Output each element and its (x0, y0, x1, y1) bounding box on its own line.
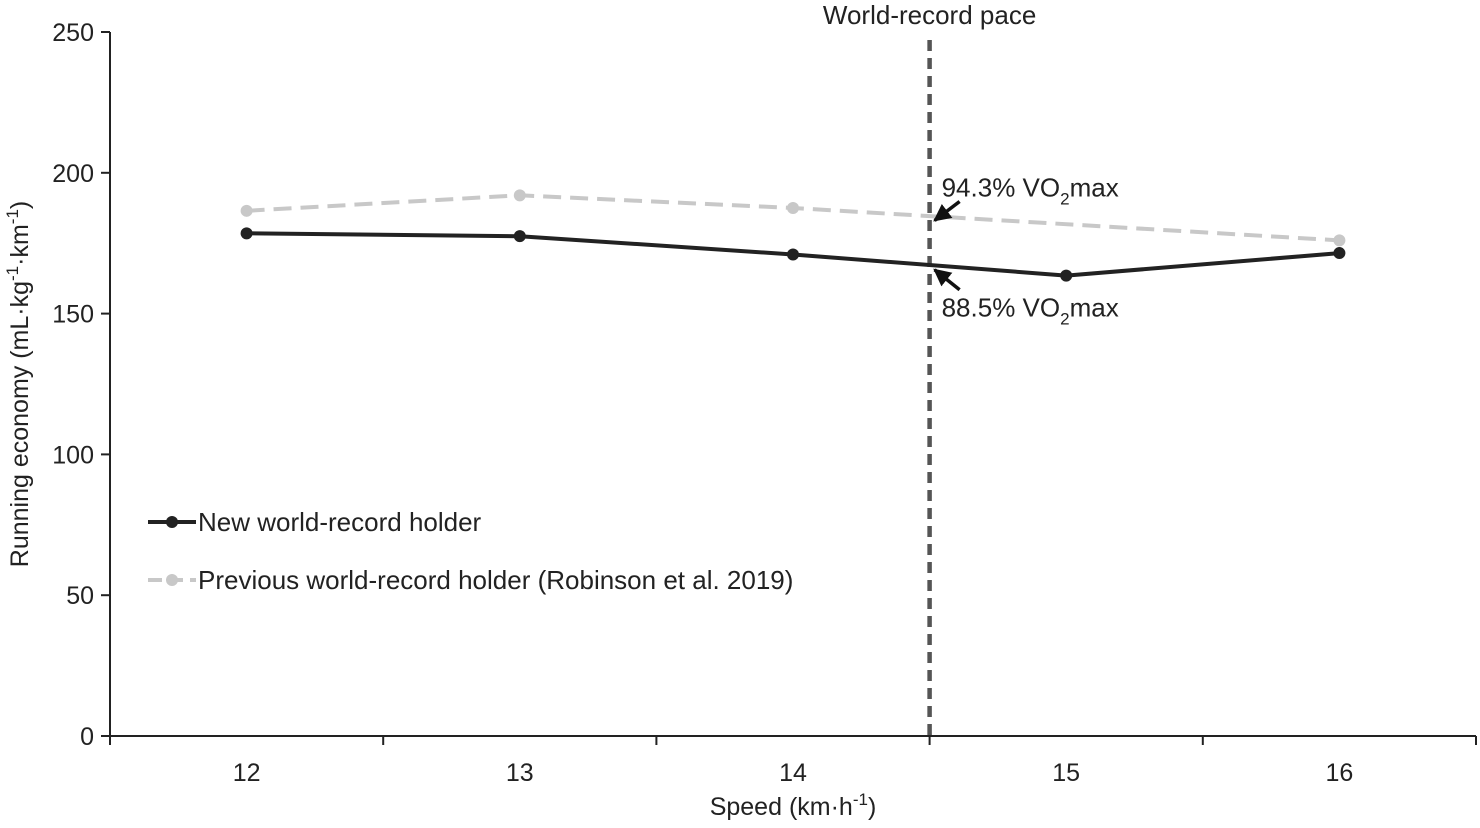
y-tick-label: 200 (52, 160, 94, 188)
annotation-top: 94.3% VO2max (942, 172, 1119, 208)
annotation-arrow-bottom (933, 268, 961, 292)
data-point-new-holder (1060, 269, 1073, 282)
series-line-previous-holder (246, 193, 1340, 243)
y-axis-title-part: ) (6, 201, 34, 209)
y-axis-title-part: ·km (6, 224, 34, 266)
data-point-previous-holder (240, 204, 253, 217)
y-tick-label: 100 (52, 441, 94, 469)
data-point-previous-holder (513, 189, 526, 202)
annotation-bottom-pre: 88.5% VO (942, 293, 1061, 323)
y-tick-label: 150 (52, 301, 94, 329)
legend-marker-new-holder (166, 516, 178, 528)
x-tick-label: 13 (506, 759, 534, 787)
x-tick-label: 16 (1325, 759, 1353, 787)
legend-label-previous-holder: Previous world-record holder (Robinson e… (198, 565, 793, 595)
x-tick-label: 15 (1052, 759, 1080, 787)
annotation-top-sub: 2 (1060, 189, 1069, 208)
data-point-new-holder (787, 248, 799, 261)
y-axis-title-sup: -1 (3, 209, 22, 224)
legend-marker-previous-holder (166, 574, 178, 586)
annotation-top-pre: 94.3% VO (942, 172, 1061, 202)
annotation-bottom: 88.5% VO2max (942, 293, 1119, 329)
data-point-new-holder (240, 227, 253, 240)
annotation-top-post: max (1070, 172, 1119, 202)
annotation-bottom-post: max (1070, 293, 1119, 323)
x-axis-title: Speed (km·h-1) (710, 790, 877, 821)
x-axis-title-end: ) (868, 793, 876, 821)
legend: New world-record holder Previous world-re… (148, 507, 793, 595)
x-tick-label: 12 (233, 759, 261, 787)
x-tick-label: 14 (779, 759, 807, 787)
y-axis-title-part: Running economy (mL·kg (6, 281, 34, 567)
y-axis-title-sup: -1 (3, 266, 22, 281)
reference-line-group: World-record pace (823, 0, 1036, 736)
x-axis-title-main: Speed (km·h (710, 793, 853, 821)
annotation-bottom-sub: 2 (1060, 310, 1069, 329)
legend-label-new-holder: New world-record holder (198, 507, 482, 537)
y-axis-title: Running economy (mL·kg-1·km-1) (3, 201, 34, 567)
data-point-previous-holder (1333, 234, 1346, 247)
data-point-new-holder (513, 230, 526, 243)
data-point-previous-holder (787, 202, 799, 214)
world-record-pace-label: World-record pace (823, 0, 1036, 30)
data-point-new-holder (1333, 247, 1346, 260)
y-tick-label: 250 (52, 19, 94, 47)
y-tick-label: 0 (80, 723, 94, 751)
annotation-arrow-top (933, 200, 961, 222)
y-tick-label: 50 (66, 582, 94, 610)
x-axis-title-sup: -1 (853, 790, 868, 809)
series-group (240, 189, 1346, 282)
